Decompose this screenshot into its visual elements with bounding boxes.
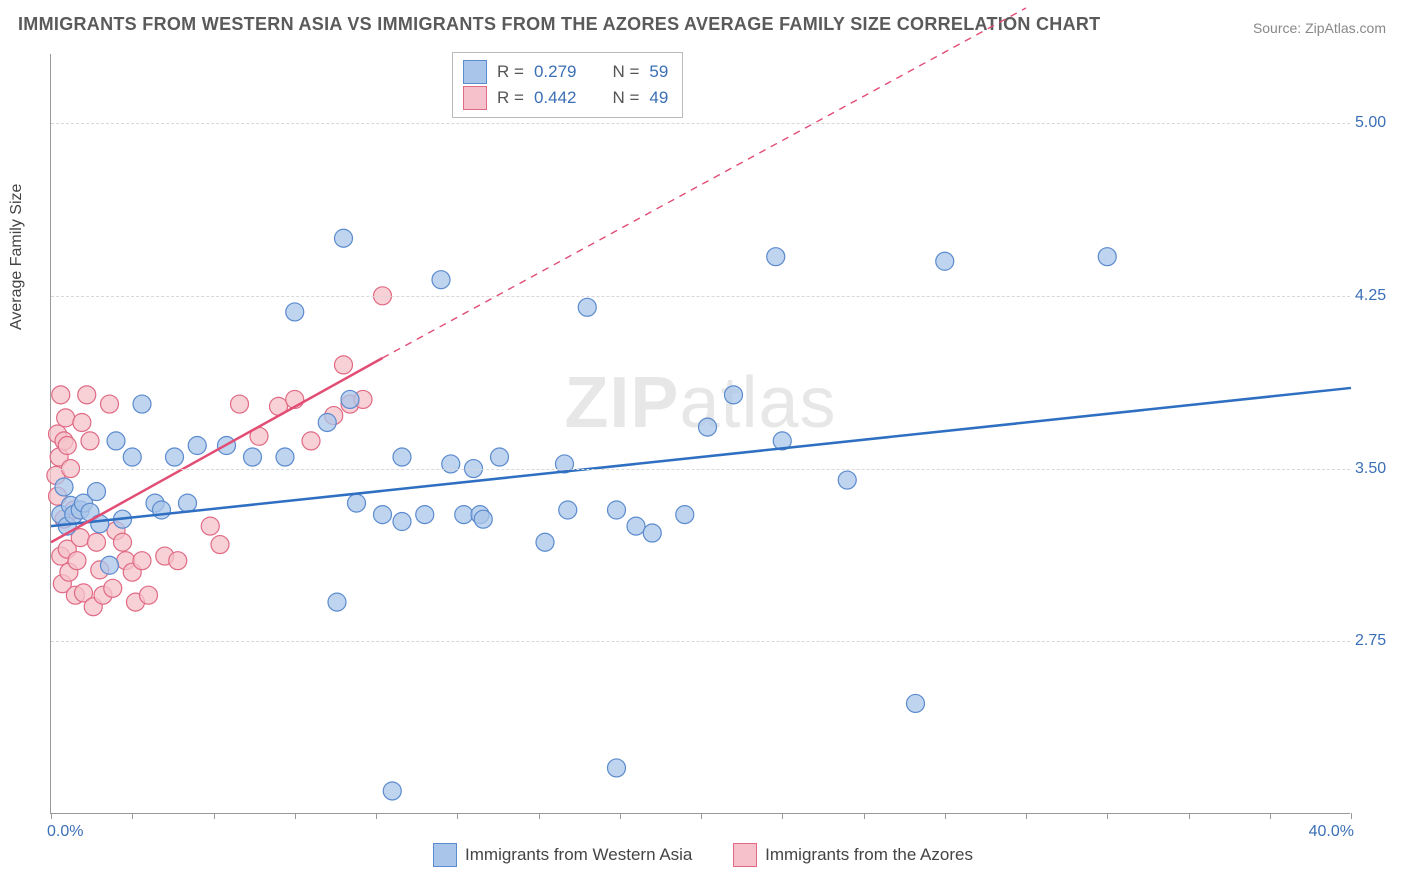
stats-row-pink: R = 0.442 N = 49 bbox=[463, 85, 668, 111]
stats-legend: R = 0.279 N = 59 R = 0.442 N = 49 bbox=[452, 52, 683, 118]
legend-item-blue: Immigrants from Western Asia bbox=[433, 843, 692, 867]
legend-label-pink: Immigrants from the Azores bbox=[765, 845, 973, 865]
r-label: R = bbox=[497, 85, 524, 111]
r-label: R = bbox=[497, 59, 524, 85]
x-axis-max-label: 40.0% bbox=[1309, 823, 1354, 841]
swatch-pink-icon bbox=[463, 86, 487, 110]
x-axis-min-label: 0.0% bbox=[47, 823, 83, 841]
y-axis-label: Average Family Size bbox=[8, 184, 26, 330]
y-tick-label: 5.00 bbox=[1355, 114, 1405, 132]
chart-svg bbox=[51, 54, 1351, 814]
series-legend: Immigrants from Western Asia Immigrants … bbox=[0, 843, 1406, 872]
r-value-pink: 0.442 bbox=[534, 85, 577, 111]
y-tick-label: 4.25 bbox=[1355, 287, 1405, 305]
n-label: N = bbox=[612, 85, 639, 111]
n-value-blue: 59 bbox=[649, 59, 668, 85]
swatch-pink-icon bbox=[733, 843, 757, 867]
chart-title: IMMIGRANTS FROM WESTERN ASIA VS IMMIGRAN… bbox=[18, 14, 1100, 35]
legend-label-blue: Immigrants from Western Asia bbox=[465, 845, 692, 865]
y-tick-label: 2.75 bbox=[1355, 632, 1405, 650]
swatch-blue-icon bbox=[433, 843, 457, 867]
r-value-blue: 0.279 bbox=[534, 59, 577, 85]
n-value-pink: 49 bbox=[649, 85, 668, 111]
plot-area: ZIPatlas 0.0% 40.0% 2.753.504.255.00 bbox=[50, 54, 1350, 814]
n-label: N = bbox=[612, 59, 639, 85]
stats-row-blue: R = 0.279 N = 59 bbox=[463, 59, 668, 85]
y-tick-label: 3.50 bbox=[1355, 460, 1405, 478]
legend-item-pink: Immigrants from the Azores bbox=[733, 843, 973, 867]
swatch-blue-icon bbox=[463, 60, 487, 84]
source-label: Source: ZipAtlas.com bbox=[1253, 20, 1386, 36]
